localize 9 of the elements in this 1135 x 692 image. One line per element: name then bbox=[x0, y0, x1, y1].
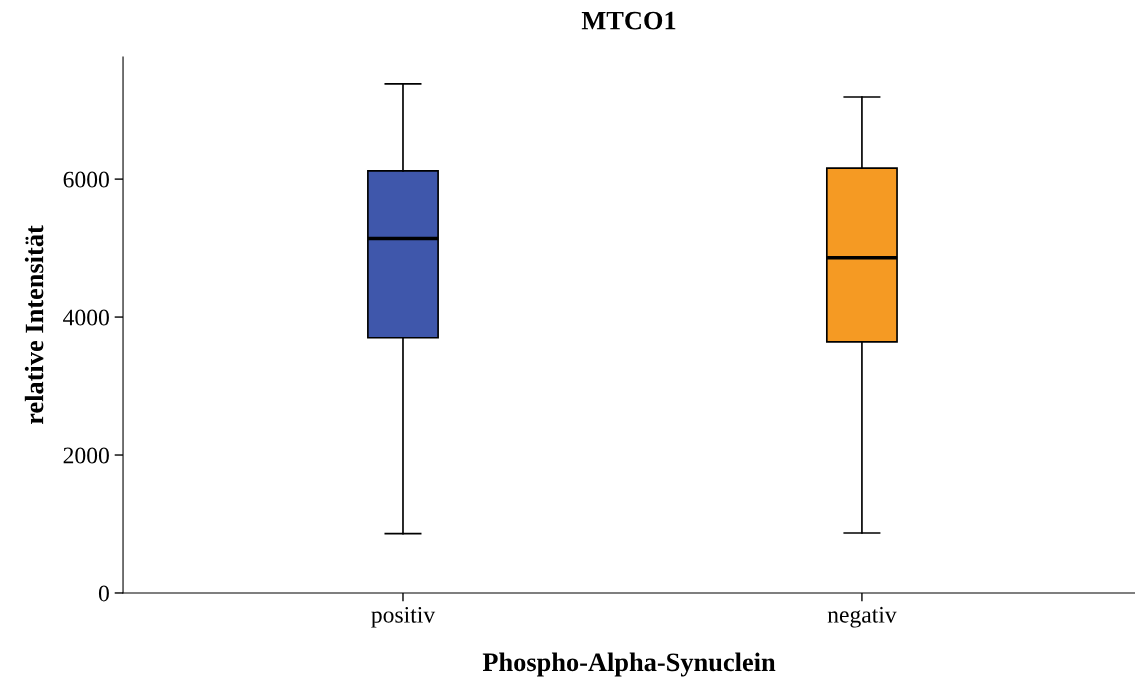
chart-title: MTCO1 bbox=[581, 11, 676, 30]
y-axis-title: relative Intensität bbox=[24, 225, 44, 425]
y-tick-label: 2000 bbox=[63, 447, 109, 464]
x-axis-title: Phospho-Alpha-Synuclein bbox=[482, 652, 776, 677]
x-tick-label: positiv bbox=[371, 606, 436, 628]
y-tick-label: 4000 bbox=[63, 309, 109, 326]
y-tick-label: 6000 bbox=[63, 171, 109, 188]
x-tick-label: negativ bbox=[827, 606, 897, 628]
y-tick-label: 0 bbox=[98, 585, 109, 602]
